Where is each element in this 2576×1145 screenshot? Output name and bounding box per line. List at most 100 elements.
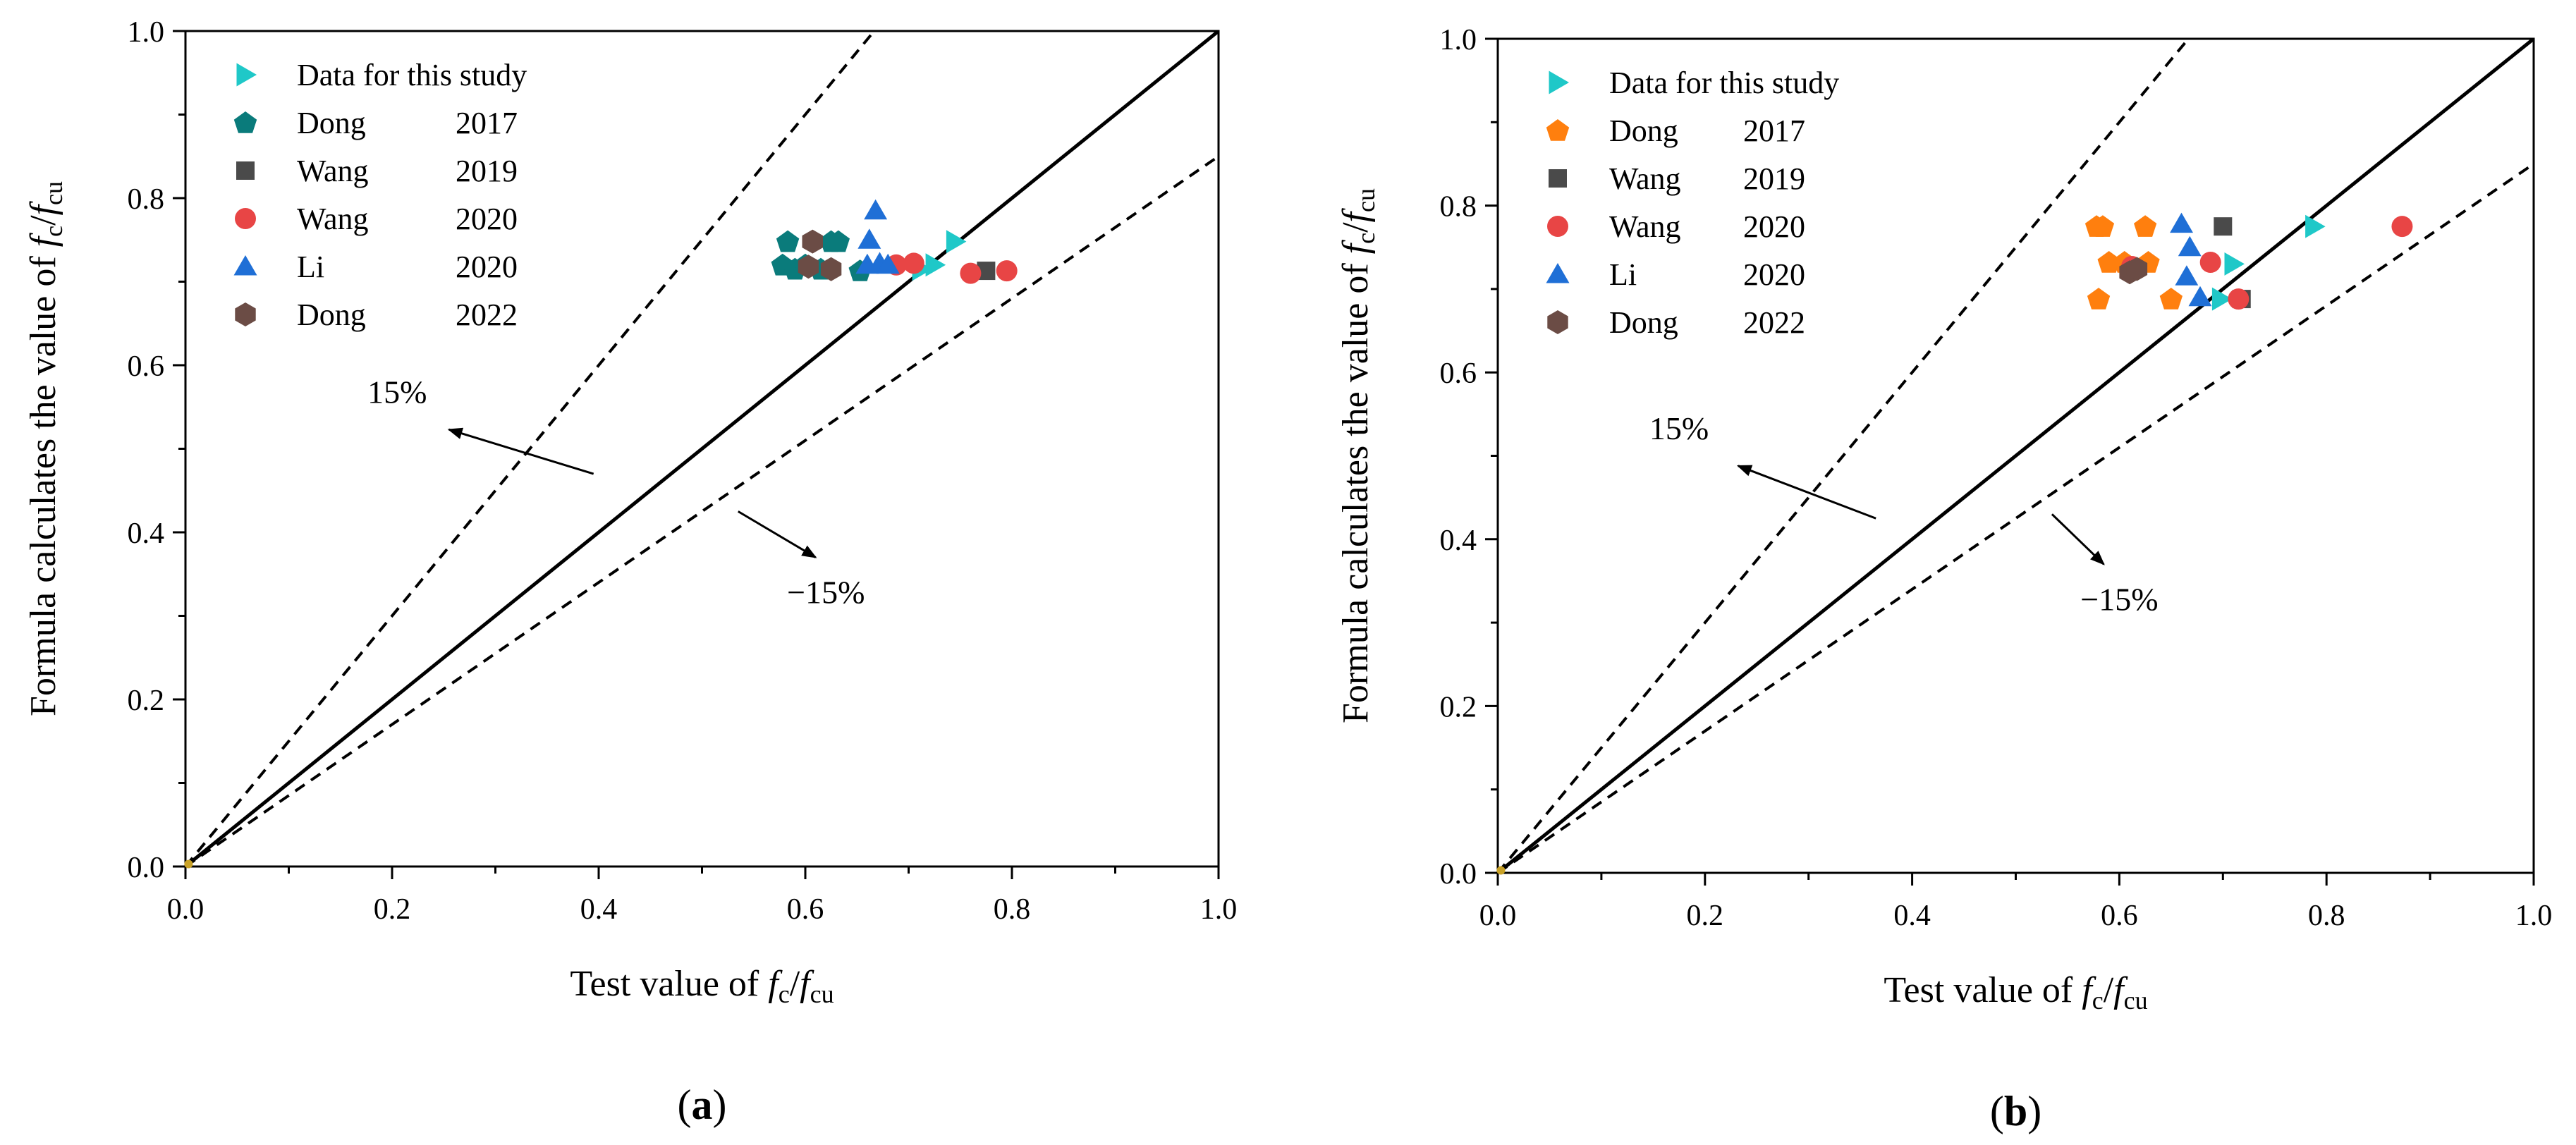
data-point bbox=[826, 230, 850, 252]
reference-line-plus-15 bbox=[1498, 39, 2190, 873]
legend-label: Dong 2022 bbox=[1609, 305, 1805, 340]
series-li-2020 bbox=[2170, 212, 2212, 307]
data-point bbox=[2175, 265, 2199, 286]
annotation-label: 15% bbox=[367, 374, 427, 410]
annotation: −15% bbox=[738, 510, 865, 611]
y-tick-label: 1.0 bbox=[128, 16, 165, 49]
data-point bbox=[2134, 215, 2157, 237]
legend-marker bbox=[1547, 310, 1568, 334]
data-point bbox=[946, 230, 967, 254]
reference-lines bbox=[1498, 39, 2534, 873]
y-tick-label: 1.0 bbox=[1440, 24, 1477, 56]
legend-label: Dong 2022 bbox=[297, 298, 518, 332]
data-point bbox=[802, 229, 823, 254]
y-tick-label: 0.6 bbox=[1440, 357, 1477, 390]
legend: Data for this study Dong 2017 Wang 2019 Wang 2… bbox=[1546, 66, 1839, 340]
legend-item: Data for this study bbox=[236, 58, 527, 92]
annotation-arrow bbox=[2051, 513, 2105, 565]
data-point bbox=[2097, 251, 2120, 273]
annotation: −15% bbox=[2051, 513, 2159, 617]
y-tick-label: 0.8 bbox=[128, 183, 165, 216]
legend-marker bbox=[233, 111, 257, 133]
y-axis-label: Formula calculates the value of fc/fcu bbox=[23, 181, 68, 716]
legend-item: Wang 2019 bbox=[236, 154, 518, 188]
legend-marker bbox=[236, 63, 257, 87]
legend-label: Li 2020 bbox=[297, 250, 518, 284]
data-point bbox=[2211, 287, 2233, 311]
reference-lines bbox=[185, 31, 1219, 867]
data-point bbox=[820, 257, 842, 281]
legend-marker bbox=[1549, 71, 1569, 94]
annotation-arrow bbox=[447, 427, 594, 475]
data-point bbox=[2126, 257, 2148, 281]
legend-marker bbox=[236, 161, 255, 180]
data-point bbox=[864, 199, 888, 220]
legend-label: Wang 2020 bbox=[1609, 209, 1805, 244]
series-wang-2020 bbox=[885, 252, 1018, 284]
legend-item: Li 2020 bbox=[233, 250, 518, 284]
panel-label: (a) bbox=[678, 1082, 727, 1128]
origin-marker bbox=[1496, 866, 1506, 875]
y-axis: 0.0 0.2 0.4 0.6 0.8 1.0 bbox=[1440, 24, 1498, 890]
series-dong-2022 bbox=[798, 229, 842, 281]
data-point bbox=[2199, 252, 2221, 274]
reference-line-equality bbox=[185, 31, 1219, 867]
legend-item: Dong 2017 bbox=[1546, 114, 1805, 148]
y-tick-label: 0.6 bbox=[128, 350, 165, 383]
y-axis: 0.0 0.2 0.4 0.6 0.8 1.0 bbox=[128, 16, 185, 884]
series-dong-2022 bbox=[2119, 257, 2148, 285]
legend-item: Wang 2019 bbox=[1549, 161, 1805, 196]
legend: Data for this study Dong 2017 Wang 2019 Wang 2… bbox=[233, 58, 527, 332]
series-li-2020 bbox=[855, 199, 900, 274]
data-point bbox=[2391, 216, 2413, 238]
y-tick-label: 0.0 bbox=[1440, 858, 1477, 890]
origin-marker bbox=[184, 859, 193, 869]
y-tick-label: 0.4 bbox=[1440, 525, 1477, 557]
legend-item: Dong 2022 bbox=[1547, 305, 1805, 340]
legend-item: Data for this study bbox=[1549, 66, 1839, 100]
annotation: 15% bbox=[1649, 410, 1876, 520]
chart-panel-b: 0.0 0.2 0.4 0.6 0.8 1.0 0.0 0.2 0.4 0.6 0.8 1.0 15% −… bbox=[1336, 24, 2552, 1134]
x-tick-label: 1.0 bbox=[2515, 900, 2553, 932]
annotation-arrow bbox=[1736, 465, 1876, 520]
legend-item: Li 2020 bbox=[1546, 257, 1805, 292]
data-point bbox=[2228, 288, 2250, 310]
legend-label: Wang 2020 bbox=[297, 202, 518, 236]
data-point bbox=[960, 262, 982, 284]
data-point bbox=[798, 255, 819, 279]
data-point bbox=[2214, 217, 2233, 236]
y-tick-label: 0.8 bbox=[1440, 191, 1477, 224]
reference-line-plus-15 bbox=[185, 31, 876, 867]
data-point bbox=[925, 253, 946, 277]
data-point bbox=[2159, 288, 2183, 310]
annotation: 15% bbox=[367, 374, 594, 475]
x-tick-label: 0.2 bbox=[374, 893, 411, 926]
y-tick-label: 0.2 bbox=[1440, 691, 1477, 723]
y-tick-label: 0.2 bbox=[128, 685, 165, 717]
x-axis: 0.0 0.2 0.4 0.6 0.8 1.0 bbox=[1479, 873, 2553, 932]
annotation-label: 15% bbox=[1649, 410, 1709, 446]
x-tick-label: 0.2 bbox=[1687, 900, 1724, 932]
data-point bbox=[996, 260, 1018, 282]
y-tick-label: 0.4 bbox=[128, 518, 165, 550]
data-point bbox=[2178, 235, 2202, 257]
data-point bbox=[2091, 215, 2115, 237]
x-tick-label: 0.0 bbox=[167, 893, 205, 926]
data-point bbox=[2087, 288, 2111, 310]
legend-item: Dong 2017 bbox=[233, 106, 518, 140]
legend-marker bbox=[1546, 119, 1570, 141]
legend-marker bbox=[1549, 169, 1567, 188]
annotation-label: −15% bbox=[2080, 581, 2158, 617]
x-tick-label: 1.0 bbox=[1200, 893, 1238, 926]
x-axis-label: Test value of fc/fcu bbox=[1884, 970, 2147, 1015]
data-point bbox=[857, 228, 881, 249]
x-tick-label: 0.8 bbox=[2308, 900, 2345, 932]
x-tick-label: 0.4 bbox=[1893, 900, 1931, 932]
legend-label: Data for this study bbox=[1609, 66, 1839, 100]
legend-label: Wang 2019 bbox=[1609, 161, 1805, 196]
legend-marker bbox=[1547, 216, 1568, 237]
y-axis-label: Formula calculates the value of fc/fcu bbox=[1336, 188, 1380, 723]
x-tick-label: 0.6 bbox=[2101, 900, 2138, 932]
data-point bbox=[2224, 252, 2245, 276]
